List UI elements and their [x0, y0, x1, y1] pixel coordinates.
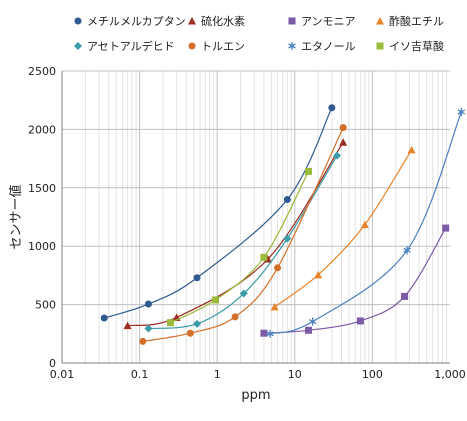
legend-label: 酢酸エチル	[389, 14, 444, 28]
data-point	[442, 224, 450, 232]
legend-marker	[376, 42, 384, 50]
grid	[61, 70, 450, 364]
data-point	[274, 264, 282, 272]
legend-label: アセトアルデヒド	[87, 39, 175, 53]
legend-marker	[288, 42, 296, 50]
data-point	[304, 167, 312, 175]
series-8	[166, 167, 312, 327]
series-4	[270, 145, 416, 311]
data-point	[193, 319, 202, 328]
data-point	[333, 151, 342, 160]
legend-label: 硫化水素	[201, 14, 245, 28]
data-point	[266, 329, 274, 338]
data-point	[403, 246, 411, 255]
x-tick-label: 10	[288, 368, 302, 381]
data-point	[283, 234, 292, 243]
series-6	[139, 124, 347, 345]
legend-item: アセトアルデヒド	[74, 39, 175, 53]
data-point	[193, 274, 201, 282]
data-point	[211, 296, 219, 304]
data-point	[186, 329, 194, 337]
legend-marker	[288, 17, 296, 25]
data-point	[231, 313, 239, 321]
star-stroke	[288, 43, 296, 49]
legend-item: トルエン	[188, 40, 245, 53]
data-point	[123, 321, 132, 330]
series-7	[266, 107, 466, 338]
y-tick-label: 0	[49, 357, 56, 370]
legend-item: エタノール	[288, 40, 356, 53]
legend-marker	[74, 42, 82, 50]
x-tick-label: 1,000	[434, 368, 466, 381]
legend-label: メチルメルカプタン	[87, 15, 186, 28]
legend-marker	[188, 17, 196, 25]
series-line	[104, 107, 333, 319]
data-point	[260, 253, 268, 261]
legend-label: トルエン	[201, 40, 245, 53]
data-point	[270, 302, 279, 311]
legend-label: アンモニア	[301, 15, 356, 28]
data-point	[304, 326, 312, 334]
data-point	[407, 145, 416, 154]
x-tick-label: 100	[362, 368, 383, 381]
data-point	[457, 107, 466, 116]
legend-label: イソ吉草酸	[389, 39, 444, 53]
legend-item: アンモニア	[288, 15, 356, 28]
legend-item: 硫化水素	[188, 14, 245, 28]
data-point	[356, 317, 364, 325]
y-tick-label: 2000	[28, 123, 56, 136]
data-point	[339, 138, 348, 146]
x-tick-label: 1	[214, 368, 221, 381]
legend-label: エタノール	[301, 40, 356, 53]
series-line	[274, 149, 413, 308]
y-tick-label: 1500	[28, 182, 56, 195]
series-1	[100, 104, 336, 322]
data-point	[360, 220, 369, 229]
star-stroke	[266, 331, 274, 337]
series-line	[269, 111, 462, 335]
star-stroke	[403, 247, 411, 253]
x-tick-label: 0.01	[50, 368, 75, 381]
legend-item: イソ吉草酸	[376, 39, 444, 53]
data-point	[328, 104, 336, 112]
y-tick-label: 1000	[28, 240, 56, 253]
star-stroke	[308, 318, 317, 325]
y-axis-title: センサー値	[8, 184, 24, 249]
x-axis-title: ppm	[241, 388, 270, 403]
data-point	[144, 300, 152, 308]
data-point	[401, 292, 409, 300]
data-point	[139, 337, 147, 345]
data-point	[314, 270, 323, 279]
data-point	[100, 314, 108, 322]
legend-item: メチルメルカプタン	[74, 15, 186, 28]
data-point	[283, 195, 291, 203]
data-point	[339, 124, 347, 132]
data-point	[144, 324, 153, 333]
data-point	[239, 289, 248, 298]
legend-marker	[74, 17, 82, 25]
legend-marker	[188, 42, 196, 50]
series-line	[170, 171, 309, 324]
data-point	[308, 317, 317, 326]
data-point	[166, 319, 174, 327]
series-line	[142, 127, 344, 342]
y-tick-label: 2500	[28, 65, 56, 78]
star-stroke	[457, 109, 466, 115]
y-tick-label: 500	[35, 299, 56, 312]
legend-item: 酢酸エチル	[376, 14, 444, 28]
x-tick-label: 0.1	[131, 368, 149, 381]
legend-marker	[376, 17, 384, 25]
series-3	[260, 224, 450, 337]
data-point	[260, 329, 268, 337]
